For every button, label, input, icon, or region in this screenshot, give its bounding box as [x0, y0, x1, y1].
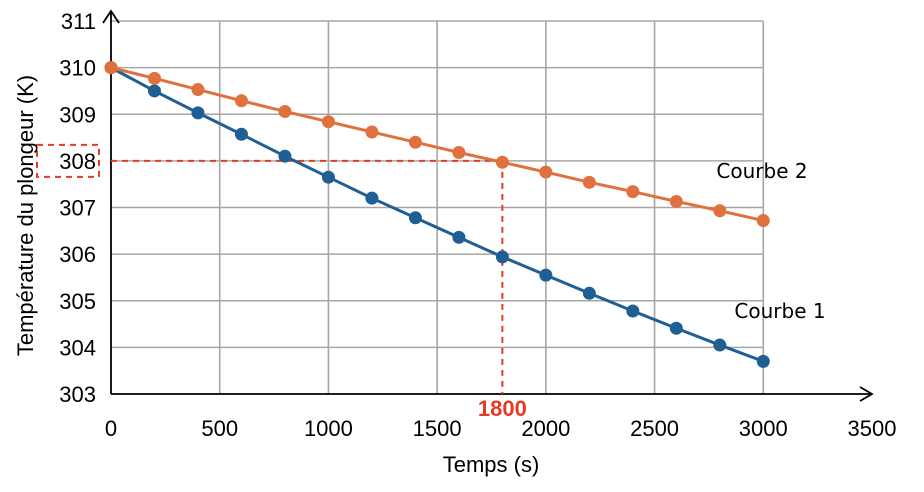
y-axis-arrow-icon — [102, 9, 120, 24]
y-tick-label: 303 — [59, 382, 96, 407]
x-tick-label: 1000 — [304, 416, 353, 441]
y-tick-label: 306 — [59, 242, 96, 267]
data-point — [582, 175, 596, 189]
data-point — [713, 204, 727, 218]
y-tick-label: 305 — [59, 289, 96, 314]
x-marker-label: 1800 — [478, 396, 527, 421]
data-point — [191, 106, 205, 120]
data-point — [408, 211, 422, 225]
data-point — [365, 125, 379, 139]
data-point — [539, 165, 553, 179]
data-point — [104, 61, 118, 75]
y-tick-label: 311 — [61, 9, 96, 34]
series-line — [110, 66, 764, 223]
grid — [111, 20, 765, 394]
data-point — [626, 185, 640, 199]
x-tick-label: 2500 — [630, 416, 679, 441]
data-point — [147, 71, 161, 85]
data-point — [756, 354, 770, 368]
data-point — [278, 104, 292, 118]
data-point — [669, 321, 683, 335]
series-label: Courbe 1 — [734, 299, 825, 323]
labels: 0 500 1000 1500 2000 2500 3000 3500 303 304 305 306… — [13, 9, 896, 477]
x-axis-title: Temps (s) — [443, 452, 540, 477]
y-tick-label: 307 — [59, 196, 96, 221]
data-point — [495, 155, 509, 169]
series — [104, 61, 770, 368]
data-point — [713, 338, 727, 352]
x-tick-label: 3000 — [739, 416, 788, 441]
x-tick-label: 500 — [201, 416, 238, 441]
data-point — [147, 84, 161, 98]
series-line — [110, 66, 764, 363]
data-point — [626, 304, 640, 318]
data-point — [539, 268, 553, 282]
data-point — [452, 230, 466, 244]
y-tick-label: 308 — [59, 149, 96, 174]
axes — [102, 9, 874, 402]
data-point — [191, 83, 205, 97]
data-point — [234, 94, 248, 108]
y-tick-label: 309 — [59, 102, 96, 127]
annotation-guides: 1800 — [36, 143, 527, 421]
data-point — [365, 191, 379, 205]
x-axis-arrow-icon — [859, 386, 874, 402]
y-tick-label: 310 — [59, 56, 96, 81]
data-point — [582, 286, 596, 300]
x-tick-label: 0 — [105, 416, 117, 441]
y-tick-label: 304 — [59, 335, 96, 360]
data-point — [321, 170, 335, 184]
data-point — [321, 115, 335, 129]
data-point — [452, 145, 466, 159]
y-axis-title: Température du plongeur (K) — [13, 75, 38, 356]
series-label: Courbe 2 — [716, 159, 807, 183]
x-tick-label: 3500 — [848, 416, 897, 441]
data-point — [669, 194, 683, 208]
x-tick-label: 2000 — [521, 416, 570, 441]
data-point — [278, 149, 292, 163]
highlight-box-308 — [36, 143, 100, 178]
data-point — [234, 127, 248, 141]
data-point — [495, 250, 509, 264]
data-point — [408, 135, 422, 149]
data-point — [756, 214, 770, 228]
x-tick-label: 1500 — [413, 416, 462, 441]
